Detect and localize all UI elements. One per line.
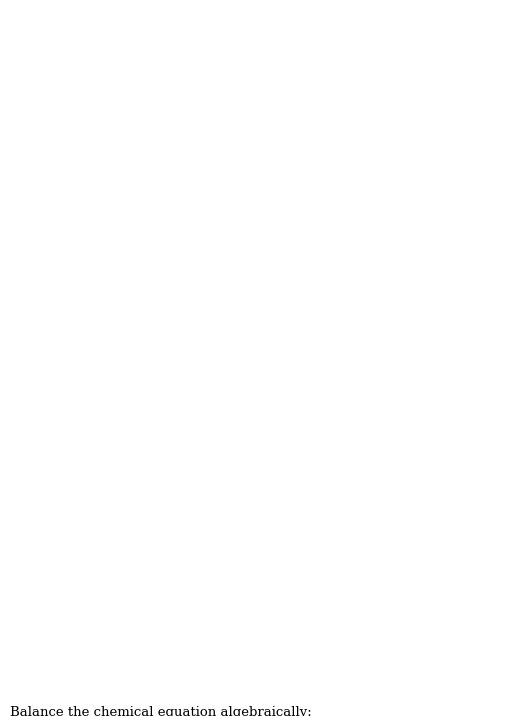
Text: Balance the chemical equation algebraically:: Balance the chemical equation algebraica… — [10, 706, 312, 716]
